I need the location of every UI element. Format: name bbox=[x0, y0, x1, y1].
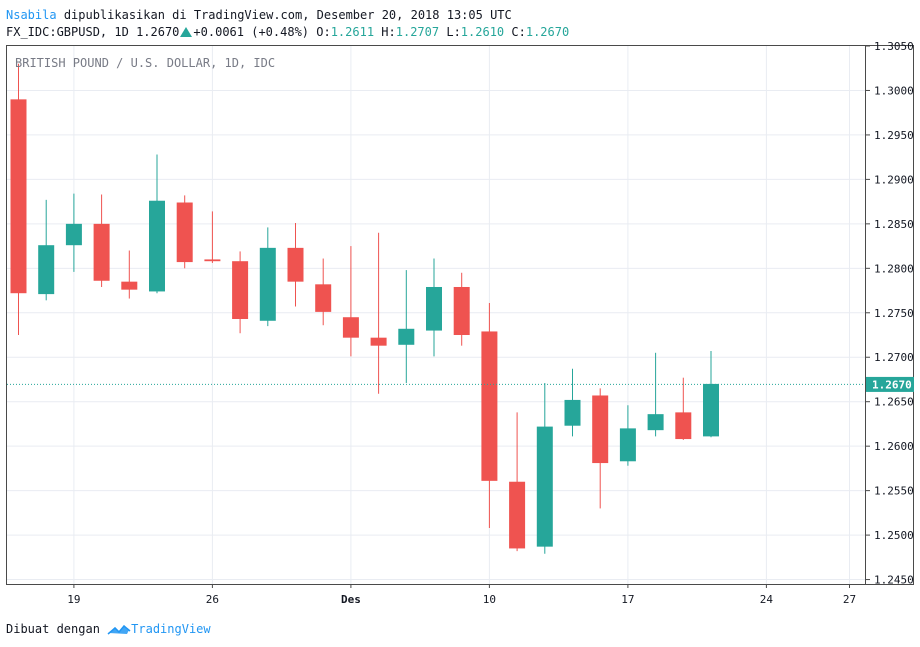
candle[interactable] bbox=[592, 388, 609, 509]
chart-title: BRITISH POUND / U.S. DOLLAR, 1D, IDC bbox=[15, 56, 275, 70]
candle[interactable] bbox=[398, 270, 415, 384]
x-tick-label: 27 bbox=[843, 593, 856, 606]
candle[interactable] bbox=[370, 232, 387, 394]
close-label: C: bbox=[511, 25, 526, 39]
y-tick-label: 1.2450 bbox=[874, 574, 914, 587]
candle[interactable] bbox=[675, 377, 692, 440]
high-label: H: bbox=[381, 25, 396, 39]
candle-body bbox=[453, 286, 470, 336]
candle-body bbox=[121, 281, 138, 290]
x-tick-label: Des bbox=[341, 593, 361, 606]
candle[interactable] bbox=[259, 227, 276, 327]
candle[interactable] bbox=[287, 222, 304, 307]
candle[interactable] bbox=[647, 352, 664, 437]
candle[interactable] bbox=[619, 405, 636, 466]
candle[interactable] bbox=[38, 199, 55, 301]
candle-body bbox=[619, 428, 636, 462]
symbol-info: FX_IDC:GBPUSD, 1D 1.2670 +0.0061 (+0.48%)… bbox=[6, 25, 569, 39]
candle-body bbox=[509, 481, 526, 549]
y-tick-label: 1.2900 bbox=[874, 173, 914, 186]
y-tick-label: 1.2600 bbox=[874, 440, 914, 453]
candle[interactable] bbox=[426, 258, 442, 357]
price-axis[interactable] bbox=[865, 45, 914, 585]
last-price-label: 1.2670 bbox=[872, 378, 912, 391]
candle[interactable] bbox=[10, 63, 27, 336]
candle-body bbox=[536, 426, 553, 547]
candle-body bbox=[564, 399, 581, 426]
publish-info: Nsabila dipublikasikan di TradingView.co… bbox=[6, 8, 512, 22]
candle-body bbox=[481, 331, 498, 481]
candle-body bbox=[647, 414, 664, 431]
candle-body bbox=[65, 223, 82, 246]
candle-body bbox=[149, 200, 165, 292]
y-tick-label: 1.2750 bbox=[874, 307, 914, 320]
candle[interactable] bbox=[232, 251, 249, 334]
y-tick-label: 1.3000 bbox=[874, 84, 914, 97]
candle[interactable] bbox=[481, 302, 498, 528]
candle-body bbox=[93, 223, 110, 281]
published-text: dipublikasikan di TradingView.com, Desem… bbox=[63, 8, 512, 22]
candle[interactable] bbox=[703, 351, 719, 438]
high-value: 1.2707 bbox=[395, 25, 440, 39]
x-tick-label: 19 bbox=[67, 593, 80, 606]
candle-body bbox=[287, 247, 304, 282]
candle-body bbox=[675, 412, 692, 440]
candle[interactable] bbox=[176, 195, 193, 269]
y-tick-label: 1.3050 bbox=[874, 40, 914, 53]
y-tick-label: 1.2550 bbox=[874, 485, 914, 498]
price-change: +0.0061 (+0.48%) bbox=[193, 25, 310, 39]
candle-body bbox=[592, 395, 609, 464]
footer: Dibuat dengan TradingView bbox=[6, 622, 211, 636]
candle-body bbox=[315, 284, 332, 312]
x-tick-label: 10 bbox=[483, 593, 496, 606]
candle[interactable] bbox=[453, 272, 470, 346]
x-tick-label: 24 bbox=[760, 593, 774, 606]
y-tick-label: 1.2950 bbox=[874, 129, 914, 142]
candle-body bbox=[259, 247, 276, 321]
last-price-tag: 1.2670 bbox=[866, 376, 914, 392]
low-value: 1.2610 bbox=[460, 25, 505, 39]
candle-body bbox=[342, 317, 359, 338]
candle[interactable] bbox=[564, 368, 581, 437]
candle[interactable] bbox=[204, 211, 221, 263]
open-value: 1.2611 bbox=[330, 25, 375, 39]
x-tick-label: 17 bbox=[621, 593, 634, 606]
y-tick-label: 1.2800 bbox=[874, 262, 914, 275]
candle[interactable] bbox=[121, 250, 138, 299]
low-label: L: bbox=[446, 25, 461, 39]
made-with-text: Dibuat dengan bbox=[6, 622, 100, 636]
close-value: 1.2670 bbox=[525, 25, 570, 39]
candle-body bbox=[426, 286, 442, 331]
open-label: O: bbox=[316, 25, 331, 39]
candle-body bbox=[703, 383, 719, 437]
author-link[interactable]: Nsabila bbox=[6, 8, 57, 22]
candle-body bbox=[370, 337, 387, 346]
candle-body bbox=[176, 202, 193, 263]
candle[interactable] bbox=[315, 258, 332, 326]
candle-body bbox=[204, 259, 221, 262]
y-tick-label: 1.2500 bbox=[874, 529, 914, 542]
candle[interactable] bbox=[509, 412, 526, 552]
candle-body bbox=[38, 245, 55, 295]
candle[interactable] bbox=[149, 154, 165, 294]
y-tick-label: 1.2700 bbox=[874, 351, 914, 364]
y-tick-label: 1.2850 bbox=[874, 218, 914, 231]
tradingview-link[interactable]: TradingView bbox=[131, 622, 211, 636]
candle-body bbox=[10, 99, 27, 294]
y-tick-label: 1.2650 bbox=[874, 396, 914, 409]
candle-body bbox=[398, 328, 415, 345]
tradingview-logo-icon bbox=[107, 624, 131, 635]
last-price: 1.2670 bbox=[136, 25, 180, 39]
candle-body bbox=[232, 261, 249, 320]
candle[interactable] bbox=[342, 246, 359, 357]
candle[interactable] bbox=[93, 194, 110, 287]
up-arrow-icon bbox=[180, 27, 193, 37]
candle[interactable] bbox=[65, 193, 82, 272]
x-tick-label: 26 bbox=[206, 593, 219, 606]
candle[interactable] bbox=[536, 383, 553, 554]
symbol-name: FX_IDC:GBPUSD, 1D bbox=[6, 25, 129, 39]
